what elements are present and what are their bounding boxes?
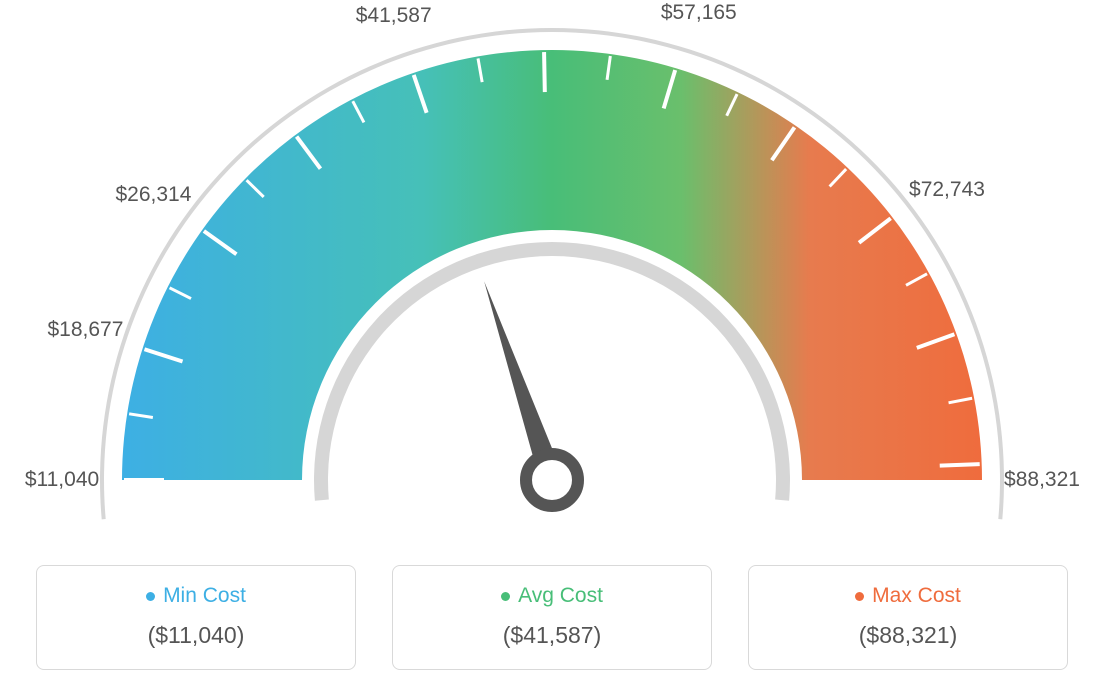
legend-title: Min Cost [146, 584, 246, 608]
gauge-scale-label: $18,677 [47, 318, 123, 342]
legend-dot-icon [501, 592, 510, 601]
gauge-scale-label: $57,165 [661, 1, 737, 25]
gauge-hub [526, 454, 578, 506]
legend-card-max: Max Cost ($88,321) [748, 565, 1068, 670]
legend-title: Avg Cost [501, 584, 603, 608]
gauge-scale-label: $26,314 [115, 183, 191, 207]
gauge-arc [122, 50, 982, 480]
gauge-major-tick [940, 464, 980, 465]
legend-value: ($88,321) [759, 622, 1057, 649]
legend-title-text: Avg Cost [518, 584, 603, 608]
gauge-svg [0, 0, 1104, 530]
gauge-chart: $11,040 $18,677 $26,314 $41,587 $57,165 $72,7… [0, 0, 1104, 530]
legend-card-min: Min Cost ($11,040) [36, 565, 356, 670]
legend-row: Min Cost ($11,040) Avg Cost ($41,587) Max Co… [0, 565, 1104, 670]
legend-value: ($41,587) [403, 622, 701, 649]
gauge-scale-label: $41,587 [356, 4, 432, 28]
legend-card-avg: Avg Cost ($41,587) [392, 565, 712, 670]
gauge-scale-label: $88,321 [1004, 468, 1080, 492]
gauge-major-tick [544, 52, 545, 92]
legend-title: Max Cost [855, 584, 961, 608]
legend-title-text: Max Cost [872, 584, 961, 608]
legend-value: ($11,040) [47, 622, 345, 649]
gauge-scale-label: $11,040 [25, 468, 99, 492]
legend-title-text: Min Cost [163, 584, 246, 608]
gauge-scale-label: $72,743 [909, 178, 985, 202]
legend-dot-icon [855, 592, 864, 601]
legend-dot-icon [146, 592, 155, 601]
